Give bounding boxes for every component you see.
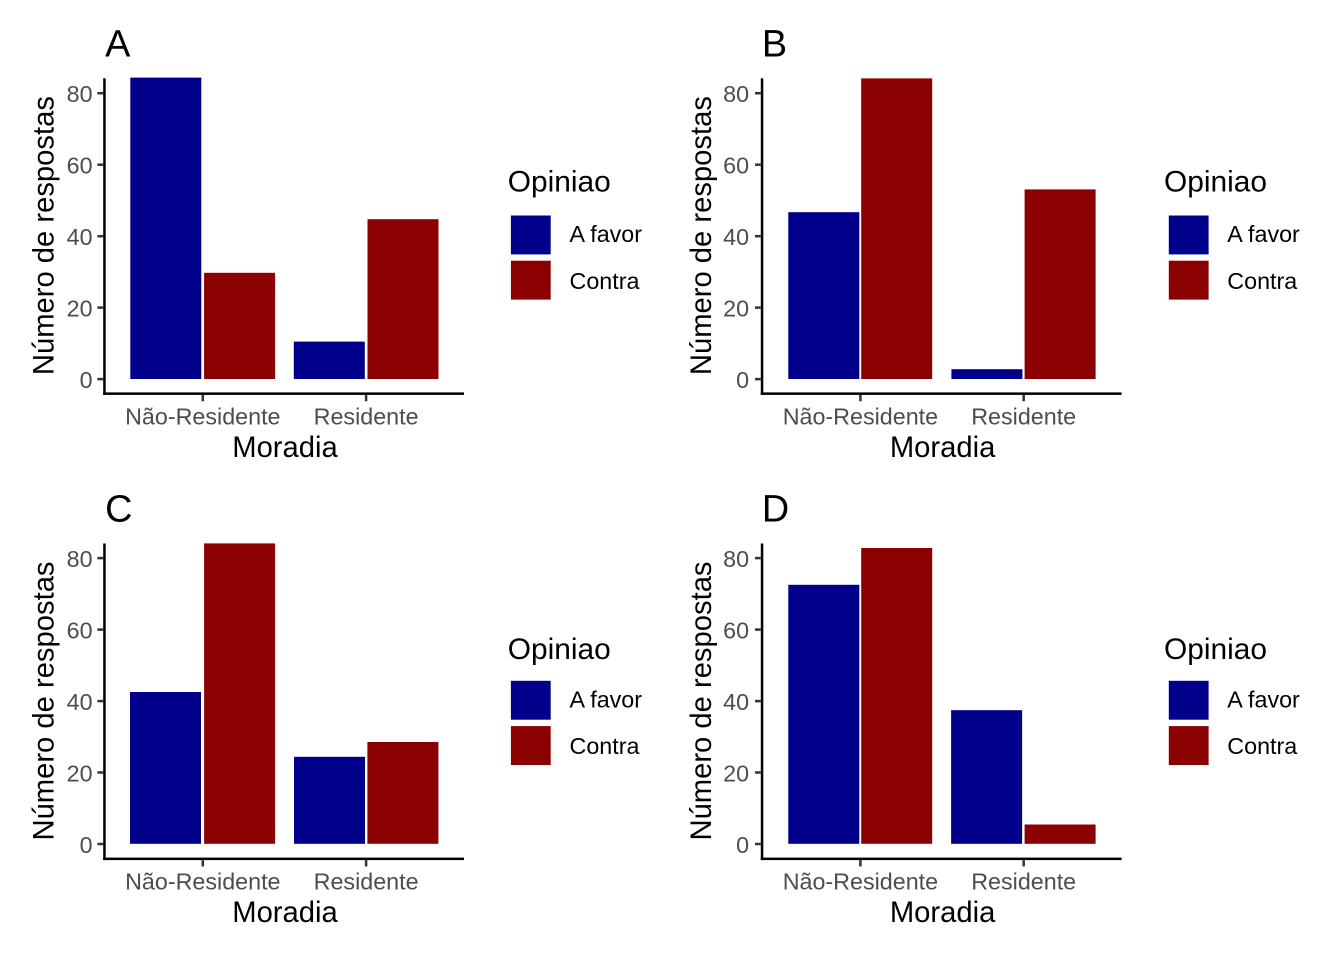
svg-text:C: C xyxy=(105,489,132,531)
svg-text:60: 60 xyxy=(67,153,93,179)
svg-text:Número de respostas: Número de respostas xyxy=(28,561,60,840)
svg-text:40: 40 xyxy=(67,689,93,715)
svg-text:A favor: A favor xyxy=(570,221,643,247)
svg-text:Contra: Contra xyxy=(1227,268,1297,294)
svg-text:A favor: A favor xyxy=(1227,221,1300,247)
svg-text:0: 0 xyxy=(736,367,749,393)
svg-text:Opiniao: Opiniao xyxy=(508,634,611,666)
svg-text:Moradia: Moradia xyxy=(890,897,996,929)
svg-text:B: B xyxy=(762,23,787,65)
svg-text:D: D xyxy=(762,489,789,531)
svg-text:Não-Residente: Não-Residente xyxy=(125,403,280,429)
svg-text:Residente: Residente xyxy=(971,868,1076,894)
svg-text:A: A xyxy=(105,23,131,65)
svg-text:80: 80 xyxy=(723,81,749,107)
svg-text:Moradia: Moradia xyxy=(232,432,338,464)
svg-text:80: 80 xyxy=(723,546,749,572)
svg-text:0: 0 xyxy=(80,367,93,393)
svg-text:Contra: Contra xyxy=(1227,733,1297,759)
svg-text:60: 60 xyxy=(723,618,749,644)
svg-text:Residente: Residente xyxy=(314,868,419,894)
svg-text:A favor: A favor xyxy=(1227,686,1300,712)
svg-text:20: 20 xyxy=(67,760,93,786)
svg-text:40: 40 xyxy=(67,224,93,250)
svg-text:Número de respostas: Número de respostas xyxy=(686,96,718,375)
svg-text:40: 40 xyxy=(723,224,749,250)
svg-text:Contra: Contra xyxy=(570,268,640,294)
svg-text:20: 20 xyxy=(723,296,749,322)
svg-text:Contra: Contra xyxy=(570,733,640,759)
svg-text:Não-Residente: Não-Residente xyxy=(783,868,938,894)
svg-text:0: 0 xyxy=(736,832,749,858)
svg-text:Moradia: Moradia xyxy=(890,432,996,464)
svg-text:20: 20 xyxy=(67,296,93,322)
svg-text:80: 80 xyxy=(67,81,93,107)
svg-text:20: 20 xyxy=(723,760,749,786)
svg-text:A favor: A favor xyxy=(570,686,643,712)
svg-text:Número de respostas: Número de respostas xyxy=(686,561,718,840)
svg-text:Moradia: Moradia xyxy=(232,897,338,929)
svg-text:Opiniao: Opiniao xyxy=(508,166,611,198)
svg-text:Opiniao: Opiniao xyxy=(1164,166,1267,198)
svg-text:Opiniao: Opiniao xyxy=(1164,634,1267,666)
svg-text:80: 80 xyxy=(67,546,93,572)
svg-text:60: 60 xyxy=(67,618,93,644)
svg-text:Residente: Residente xyxy=(971,403,1076,429)
svg-text:0: 0 xyxy=(80,832,93,858)
svg-text:Não-Residente: Não-Residente xyxy=(125,868,280,894)
svg-text:40: 40 xyxy=(723,689,749,715)
svg-text:Número de respostas: Número de respostas xyxy=(28,96,60,375)
svg-text:Residente: Residente xyxy=(314,403,419,429)
svg-text:Não-Residente: Não-Residente xyxy=(783,403,938,429)
svg-text:60: 60 xyxy=(723,153,749,179)
